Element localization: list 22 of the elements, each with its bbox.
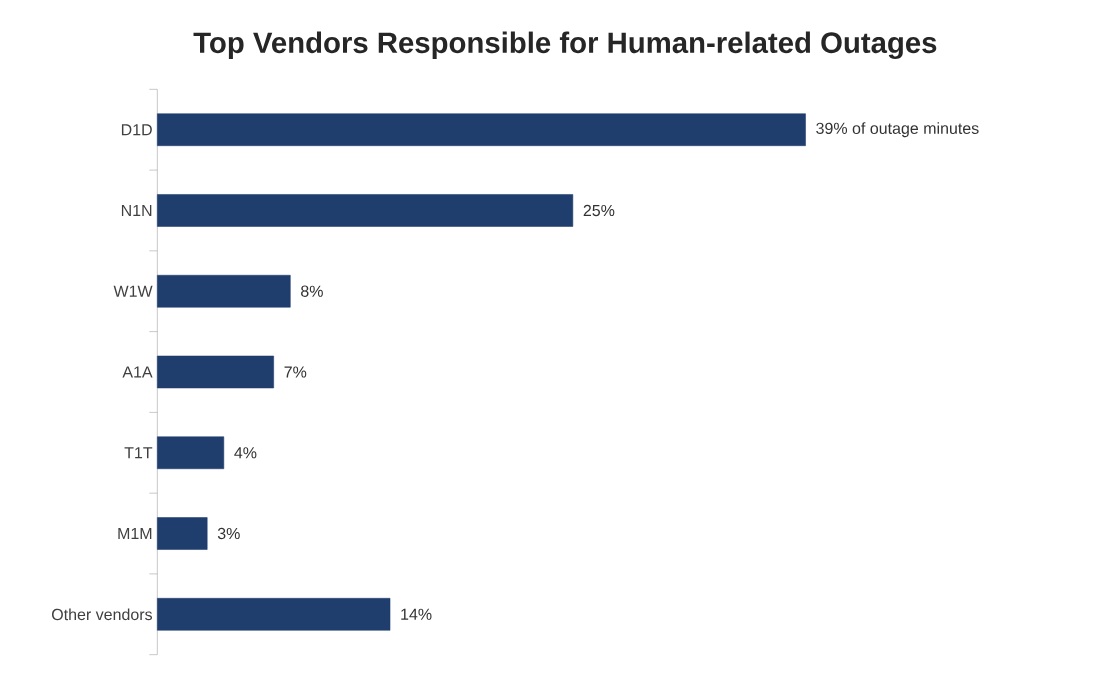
bar <box>157 355 274 389</box>
bar <box>157 517 208 550</box>
y-tick-label: W1W <box>113 285 153 297</box>
y-tick-label: N1N <box>121 205 152 217</box>
data-label: 39% of outage minutes <box>816 122 979 138</box>
bar <box>157 275 291 308</box>
bar <box>157 598 391 631</box>
y-tick-label: Other vendors <box>52 608 153 621</box>
bar <box>157 194 574 227</box>
bar <box>157 436 225 470</box>
y-tick-label: A1A <box>122 366 153 378</box>
data-label: 3% <box>217 528 240 540</box>
data-label: 25% <box>583 204 615 217</box>
chart-title: Top Vendors Responsible for Human-related Outages <box>193 31 937 60</box>
y-tick-label: M1M <box>118 528 152 540</box>
data-label: 14% <box>401 608 432 621</box>
bar <box>157 113 806 147</box>
data-label: 8% <box>301 285 323 298</box>
data-label: 4% <box>234 447 257 459</box>
y-tick-label: T1T <box>124 447 153 459</box>
data-label: 7% <box>284 366 307 378</box>
y-tick-label: D1D <box>121 124 152 136</box>
